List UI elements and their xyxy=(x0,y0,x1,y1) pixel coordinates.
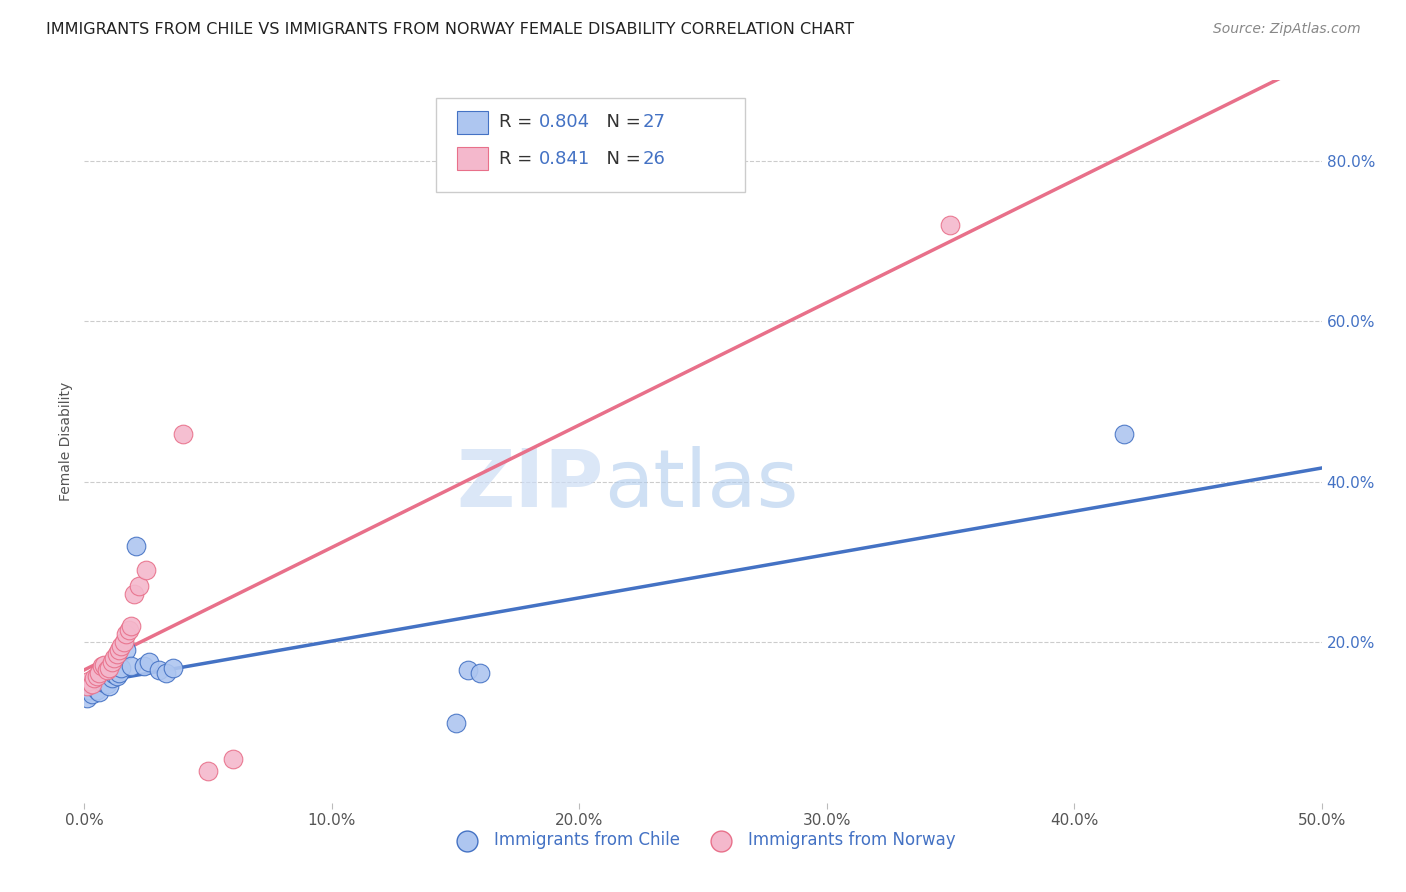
Point xyxy=(108,665,131,680)
Point xyxy=(110,639,132,653)
Point xyxy=(98,680,121,694)
Point xyxy=(222,751,245,765)
Point xyxy=(86,683,108,698)
Point xyxy=(89,665,111,680)
Point xyxy=(76,680,98,694)
Point xyxy=(105,669,128,683)
Point xyxy=(90,675,112,690)
Point xyxy=(89,685,111,699)
Point xyxy=(444,715,467,730)
Point xyxy=(79,673,101,688)
Text: 26: 26 xyxy=(643,150,665,168)
Point xyxy=(108,643,131,657)
Point xyxy=(122,587,145,601)
Point xyxy=(98,661,121,675)
Point xyxy=(93,657,115,672)
Point xyxy=(1112,426,1135,441)
Point xyxy=(125,539,148,553)
Point xyxy=(96,677,118,691)
Point xyxy=(96,664,118,678)
Point xyxy=(76,691,98,706)
Text: 0.841: 0.841 xyxy=(538,150,589,168)
Point xyxy=(135,563,157,577)
Point xyxy=(86,669,108,683)
Point xyxy=(110,661,132,675)
Point xyxy=(83,671,105,685)
Point xyxy=(90,659,112,673)
Text: R =: R = xyxy=(499,113,538,131)
Point xyxy=(155,665,177,680)
Legend: Immigrants from Chile, Immigrants from Norway: Immigrants from Chile, Immigrants from N… xyxy=(444,824,962,856)
Point xyxy=(79,683,101,698)
Text: N =: N = xyxy=(595,150,647,168)
Point xyxy=(83,680,105,694)
Point xyxy=(93,671,115,685)
Point xyxy=(100,655,122,669)
Text: Source: ZipAtlas.com: Source: ZipAtlas.com xyxy=(1213,22,1361,37)
Y-axis label: Female Disability: Female Disability xyxy=(59,382,73,501)
Point xyxy=(80,687,103,701)
Text: N =: N = xyxy=(595,113,647,131)
Point xyxy=(100,671,122,685)
Point xyxy=(115,643,138,657)
Point xyxy=(103,651,125,665)
Text: IMMIGRANTS FROM CHILE VS IMMIGRANTS FROM NORWAY FEMALE DISABILITY CORRELATION CH: IMMIGRANTS FROM CHILE VS IMMIGRANTS FROM… xyxy=(46,22,855,37)
Point xyxy=(120,619,142,633)
Point xyxy=(105,648,128,662)
Point xyxy=(115,627,138,641)
Point xyxy=(128,579,150,593)
Point xyxy=(162,661,184,675)
Text: 0.804: 0.804 xyxy=(538,113,589,131)
Point xyxy=(112,635,135,649)
Text: R =: R = xyxy=(499,150,538,168)
Point xyxy=(148,664,170,678)
Point xyxy=(80,677,103,691)
Text: 27: 27 xyxy=(643,113,665,131)
Point xyxy=(118,623,141,637)
Point xyxy=(103,667,125,681)
Point xyxy=(172,426,194,441)
Point xyxy=(197,764,219,778)
Point xyxy=(138,655,160,669)
Point xyxy=(132,659,155,673)
Point xyxy=(939,218,962,232)
Text: atlas: atlas xyxy=(605,446,799,524)
Text: ZIP: ZIP xyxy=(457,446,605,524)
Point xyxy=(120,659,142,673)
Point xyxy=(457,664,479,678)
Point xyxy=(470,665,492,680)
